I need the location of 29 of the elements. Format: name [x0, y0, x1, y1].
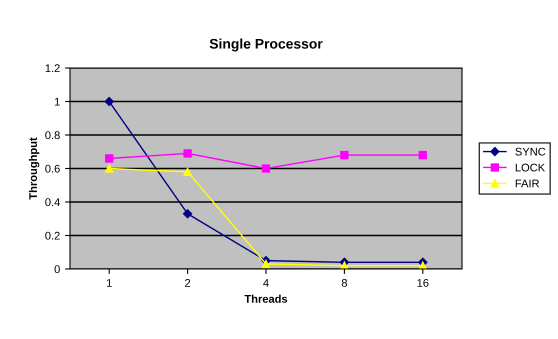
chart-title: Single Processor	[210, 38, 323, 52]
point	[418, 261, 427, 269]
y-tick-label: 1	[54, 98, 60, 106]
point	[182, 209, 192, 218]
y-tick-label: 0.8	[45, 131, 60, 140]
x-tick-label: 8	[342, 279, 348, 287]
point	[262, 260, 270, 268]
y-tick-label: 0.4	[45, 198, 60, 206]
y-axis-title: Throughput	[28, 137, 40, 200]
y-tick-label: 0.6	[45, 164, 60, 173]
legend-label: FAIR	[516, 180, 540, 188]
point	[183, 168, 192, 176]
point	[104, 96, 114, 106]
y-tick-label: 1.2	[46, 64, 60, 72]
x-tick-label: 1	[106, 279, 112, 287]
legend-label: SYNC	[515, 148, 546, 156]
x-tick-label: 2	[185, 279, 190, 287]
x-axis-title: Threads	[244, 294, 288, 303]
point	[105, 154, 114, 163]
y-tick-label: 0.2	[45, 232, 60, 240]
point	[105, 164, 114, 173]
legend-label: LOCK	[516, 164, 546, 172]
x-tick-label: 4	[263, 279, 269, 287]
point	[418, 150, 427, 160]
point	[183, 149, 192, 158]
point	[340, 150, 349, 160]
y-tick-label: 0	[54, 265, 60, 274]
x-tick-label: 16	[417, 279, 428, 287]
point	[262, 164, 270, 173]
